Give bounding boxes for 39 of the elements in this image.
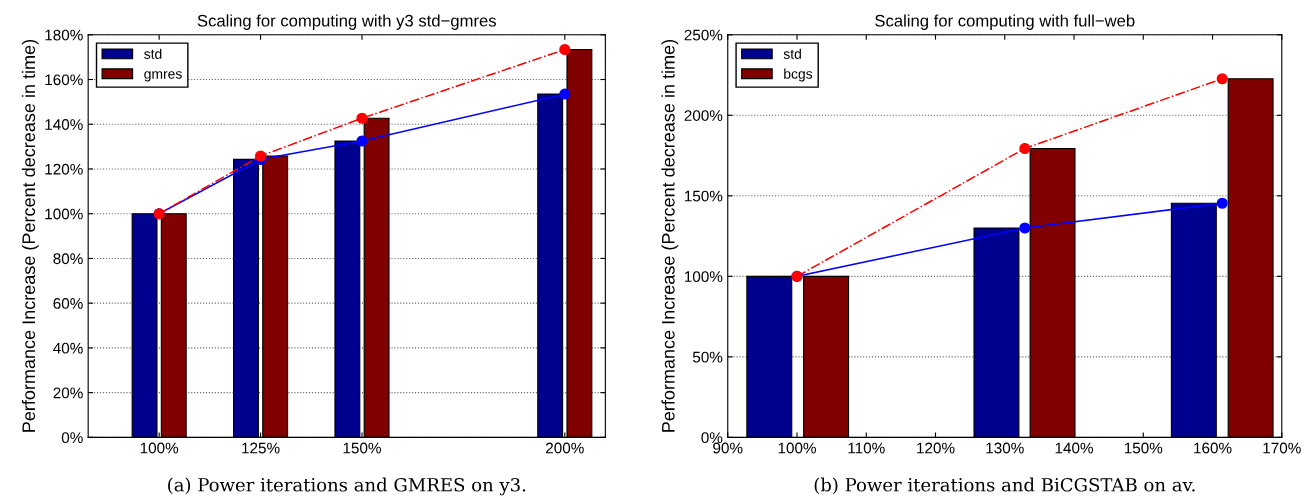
x-tick-label: 100% [140,442,179,454]
y-tick-label: 250% [684,29,723,41]
y-tick-label: 100% [45,208,83,220]
text: (a) Power iterations and GMRES on y3. [168,477,526,496]
x-tick-label: 100% [778,442,816,454]
chart-title: Scaling for computing with full−web [875,14,1135,30]
x-tick-label: 160% [1194,442,1232,454]
x-tick-label: 90% [713,442,743,454]
y-tick-label: 60% [53,298,83,309]
x-tick-label: 170% [1263,442,1301,454]
x-tick-label: 130% [986,442,1024,454]
x-tick-label: 200% [546,442,584,454]
x-tick-label: 150% [1124,442,1163,454]
legend-label: std [144,48,162,59]
y-axis-title: Performance Increase (Percent decrease in time) [661,39,679,432]
y-tick-label: 160% [45,74,83,86]
legend-label: gmres [144,71,182,82]
chart-title: Scaling for computing with y3 std−gmres [197,14,497,30]
legend-label: std [783,48,801,59]
x-tick-label: 120% [917,442,955,454]
y-tick-label: 150% [684,190,723,202]
y-tick-label: 0% [701,432,723,444]
y-tick-label: 180% [45,29,83,41]
x-tick-label: 125% [242,442,280,454]
x-tick-label: 140% [1055,442,1094,454]
y-tick-label: 80% [53,253,83,265]
text: (b) Power iterations and BiCGSTAB on av. [814,477,1195,495]
y-tick-label: 50% [692,351,723,363]
y-tick-label: 200% [684,110,723,121]
y-tick-label: 0% [61,432,83,444]
y-tick-label: 100% [684,271,723,283]
legend-label: bcgs [784,68,813,82]
x-tick-label: 150% [343,442,381,454]
x-tick-label: 110% [848,442,885,454]
y-axis-title: Performance Increase (Percent decrease in time) [21,39,39,432]
y-tick-label: 20% [53,387,83,399]
y-tick-label: 120% [45,163,83,175]
y-tick-label: 140% [45,119,83,130]
y-tick-label: 40% [53,342,83,354]
